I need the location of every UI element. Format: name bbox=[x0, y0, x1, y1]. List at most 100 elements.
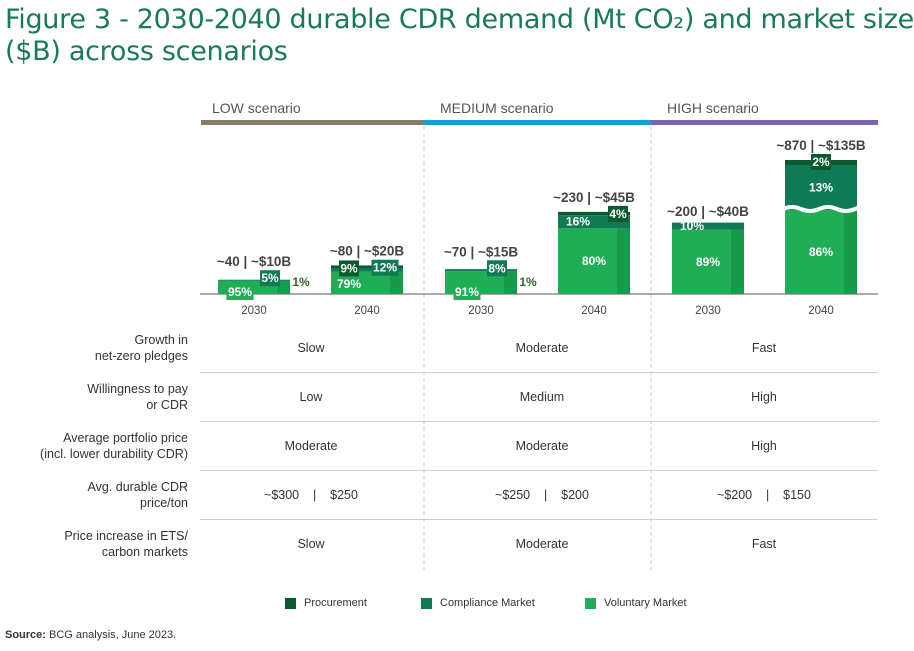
x-tick-label: 2030 bbox=[695, 305, 721, 317]
label-box bbox=[260, 270, 280, 287]
total-label: ~200 | ~$40B bbox=[667, 204, 749, 219]
table-cell: Slow bbox=[297, 537, 325, 551]
legend-swatch bbox=[285, 597, 296, 609]
scenario-medium-bar bbox=[424, 120, 651, 125]
x-tick-label: 2040 bbox=[354, 305, 380, 317]
percent-label: 2% bbox=[812, 155, 830, 169]
row-divider bbox=[200, 372, 878, 373]
total-label: ~40 | ~$10B bbox=[217, 254, 292, 269]
total-label: ~70 | ~$15B bbox=[444, 244, 519, 259]
table-cell: Moderate bbox=[515, 439, 569, 453]
label-box bbox=[453, 284, 481, 300]
table-row: Avg. durable CDR price/ton ~$300 | $250 ~$… bbox=[0, 470, 880, 519]
figure-title: Figure 3 - 2030-2040 durable CDR demand … bbox=[5, 4, 914, 67]
table-cell: Fast bbox=[751, 537, 777, 551]
bar-shade bbox=[277, 280, 290, 294]
source-text: BCG analysis, June 2023. bbox=[45, 629, 177, 641]
table-row: Growth in net-zero pledges Slow Moderate Fa… bbox=[0, 323, 880, 372]
row-divider bbox=[200, 470, 878, 471]
table-row: Price increase in ETS/ carbon markets Slo… bbox=[0, 519, 880, 568]
row-divider bbox=[200, 519, 878, 520]
bar-segment-procurement bbox=[558, 211, 630, 216]
bar-segment-voluntary-market bbox=[331, 271, 403, 294]
row-label: Willingness to pay or CDR bbox=[87, 382, 188, 412]
x-tick-label: 2040 bbox=[581, 305, 607, 317]
table-cell: ~$200 | $150 bbox=[717, 488, 811, 502]
bar-segment-compliance-market bbox=[785, 165, 857, 210]
percent-label: 8% bbox=[488, 261, 506, 275]
bar-shade bbox=[390, 271, 403, 294]
row-label: Growth in net-zero pledges bbox=[94, 333, 188, 363]
table-cell: ~$300 | $250 bbox=[264, 488, 358, 502]
bar-shade bbox=[617, 228, 630, 294]
label-box bbox=[608, 205, 628, 222]
label-box bbox=[487, 260, 507, 277]
percent-label: 10% bbox=[680, 219, 704, 233]
bar-shade bbox=[844, 210, 857, 294]
percent-label: 91% bbox=[455, 285, 479, 299]
scenario-low-label: LOW scenario bbox=[212, 100, 301, 116]
label-box bbox=[339, 260, 359, 277]
percent-label: 79% bbox=[337, 277, 361, 291]
row-divider bbox=[200, 421, 878, 422]
legend-swatch bbox=[421, 597, 432, 609]
table-cell: Fast bbox=[751, 341, 777, 355]
percent-label: 89% bbox=[696, 255, 720, 269]
source-note: Source: BCG analysis, June 2023. bbox=[5, 629, 176, 641]
bar-segment-procurement bbox=[331, 265, 403, 269]
legend-voluntary: Voluntary Market bbox=[585, 597, 687, 609]
table-cell: Low bbox=[299, 390, 323, 404]
label-box bbox=[811, 154, 831, 170]
table-row: Willingness to pay or CDR Low Medium High bbox=[0, 372, 880, 421]
bar-segment-compliance-market bbox=[672, 222, 744, 230]
percent-label: 86% bbox=[809, 245, 833, 259]
total-label: ~230 | ~$45B bbox=[553, 190, 635, 205]
legend-procurement: Procurement bbox=[285, 597, 367, 609]
percent-label: 1% bbox=[519, 275, 537, 289]
scenario-low-bar bbox=[201, 120, 424, 125]
x-tick-label: 2040 bbox=[808, 305, 834, 317]
table-cell: High bbox=[751, 390, 777, 404]
percent-label: 95% bbox=[228, 285, 252, 299]
percent-label: 13% bbox=[809, 181, 833, 195]
table-cell: High bbox=[751, 439, 777, 453]
scenario-medium-label: MEDIUM scenario bbox=[440, 100, 554, 116]
label-box bbox=[226, 284, 254, 300]
legend-label: Voluntary Market bbox=[604, 597, 687, 609]
table-cell: Moderate bbox=[284, 439, 338, 453]
x-tick-label: 2030 bbox=[241, 305, 267, 317]
bar-shade bbox=[731, 229, 744, 294]
row-label: Price increase in ETS/ carbon markets bbox=[64, 529, 188, 559]
bar-segment-compliance-market bbox=[331, 268, 403, 272]
x-tick-label: 2030 bbox=[468, 305, 494, 317]
bar-segment-compliance-market bbox=[445, 269, 517, 272]
percent-label: 80% bbox=[582, 254, 606, 268]
table-cell: Slow bbox=[297, 341, 325, 355]
percent-label: 12% bbox=[373, 261, 397, 275]
label-box bbox=[371, 259, 399, 276]
percent-label: 5% bbox=[261, 271, 279, 285]
percent-label: 4% bbox=[609, 207, 627, 221]
table-cell: Moderate bbox=[515, 537, 569, 551]
table-cell: Medium bbox=[519, 390, 565, 404]
table-row: Average portfolio price (incl. lower dur… bbox=[0, 421, 880, 470]
legend-swatch bbox=[585, 597, 596, 609]
legend-compliance: Compliance Market bbox=[421, 597, 535, 609]
bar-shade bbox=[504, 271, 517, 294]
table-cell: ~$250 | $200 bbox=[495, 488, 589, 502]
row-label: Avg. durable CDR price/ton bbox=[87, 480, 188, 510]
total-label: ~80 | ~$20B bbox=[330, 244, 405, 259]
percent-label: 1% bbox=[292, 275, 310, 289]
source-label: Source: bbox=[5, 629, 46, 641]
scenario-high-bar bbox=[651, 120, 878, 125]
scenario-high-label: HIGH scenario bbox=[667, 100, 759, 116]
legend-label: Compliance Market bbox=[440, 597, 535, 609]
percent-label: 16% bbox=[566, 215, 590, 229]
table-cell: Moderate bbox=[515, 341, 569, 355]
row-label: Average portfolio price (incl. lower dur… bbox=[40, 431, 188, 461]
total-label: ~870 | ~$135B bbox=[776, 138, 866, 153]
legend-label: Procurement bbox=[304, 597, 367, 609]
percent-label: 9% bbox=[340, 261, 358, 275]
axis-break-icon bbox=[782, 205, 863, 213]
